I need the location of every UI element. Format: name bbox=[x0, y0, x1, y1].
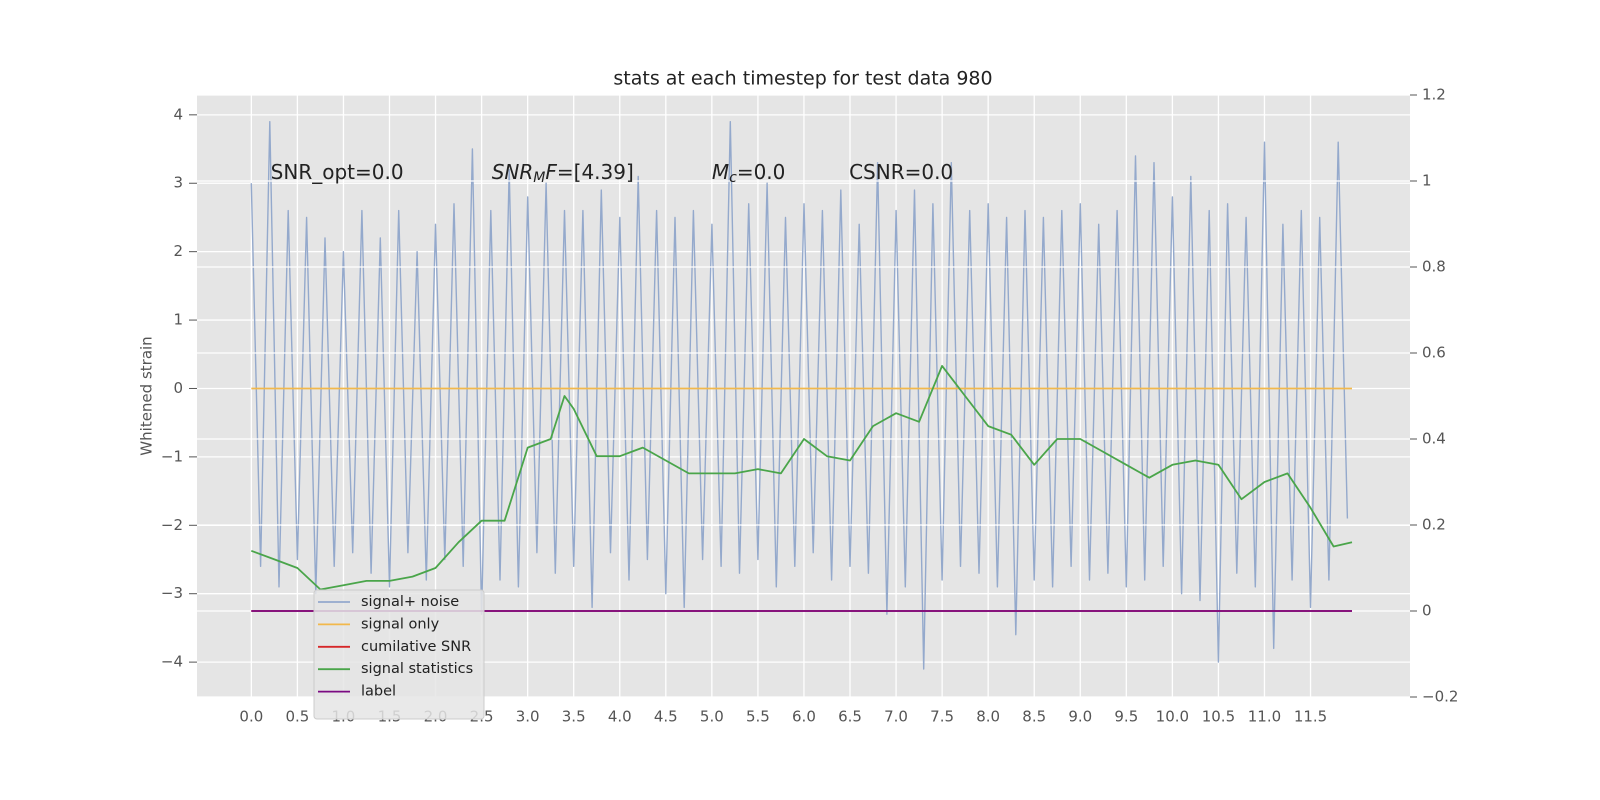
y2-tick-label: 1.2 bbox=[1422, 86, 1446, 104]
y2-tick-label: 0.2 bbox=[1422, 516, 1446, 534]
legend-label: signal+ noise bbox=[361, 594, 459, 610]
annotation-part: SNR_opt=0.0 bbox=[271, 159, 404, 183]
y-tick-label: 0 bbox=[173, 379, 183, 397]
legend-label: cumilative SNR bbox=[361, 639, 471, 655]
annotation: SNR_opt=0.0 bbox=[271, 159, 404, 183]
y-tick-label: 1 bbox=[173, 311, 183, 329]
x-tick-label: 10.5 bbox=[1202, 708, 1235, 726]
x-tick-label: 6.0 bbox=[792, 708, 816, 726]
y2-tick-label: −0.2 bbox=[1422, 688, 1458, 706]
x-tick-label: 11.0 bbox=[1248, 708, 1281, 726]
x-tick-label: 8.0 bbox=[976, 708, 1000, 726]
x-tick-label: 10.0 bbox=[1156, 708, 1189, 726]
y2-tick-label: 0.8 bbox=[1422, 258, 1446, 276]
x-tick-label: 6.5 bbox=[838, 708, 862, 726]
annotation-part: SNR bbox=[492, 159, 534, 183]
x-tick-label: 4.0 bbox=[608, 708, 632, 726]
annotation-part: =[4.39] bbox=[557, 159, 634, 183]
annotation-part: F bbox=[545, 159, 557, 183]
annotation-part: CSNR=0.0 bbox=[849, 159, 953, 183]
annotation-part: M bbox=[533, 170, 545, 186]
x-tick-label: 3.0 bbox=[516, 708, 540, 726]
y-tick-label: 4 bbox=[173, 105, 183, 123]
legend-label: signal only bbox=[361, 616, 440, 632]
x-tick-label: 8.5 bbox=[1022, 708, 1046, 726]
annotation: Mc=0.0 bbox=[712, 159, 786, 186]
legend-label: label bbox=[361, 684, 396, 700]
x-tick-label: 0.0 bbox=[239, 708, 263, 726]
legend-box bbox=[313, 589, 485, 720]
annotation-part: c bbox=[729, 170, 737, 186]
annotation: SNRMF=[4.39] bbox=[492, 159, 634, 186]
x-tick-label: 4.5 bbox=[654, 708, 678, 726]
y-tick-label: −3 bbox=[161, 584, 183, 602]
series-line bbox=[250, 121, 1349, 670]
y-tick-label: −1 bbox=[161, 447, 183, 465]
x-tick-label: 3.5 bbox=[562, 708, 586, 726]
x-tick-label: 11.5 bbox=[1294, 708, 1327, 726]
series-line bbox=[250, 365, 1353, 591]
y2-tick-label: 0.4 bbox=[1422, 430, 1446, 448]
y2-tick-label: 1 bbox=[1422, 172, 1432, 190]
chart-title: stats at each timestep for test data 980 bbox=[613, 68, 992, 90]
y-tick-label: 2 bbox=[173, 242, 183, 260]
y-axis-label: Whitened strain bbox=[138, 336, 156, 455]
y-tick-label: −4 bbox=[161, 653, 183, 671]
x-tick-label: 0.5 bbox=[285, 708, 309, 726]
y2-tick-label: 0.6 bbox=[1422, 344, 1446, 362]
x-tick-label: 7.5 bbox=[930, 708, 954, 726]
x-tick-label: 5.5 bbox=[746, 708, 770, 726]
annotation-part: M bbox=[712, 159, 729, 183]
y2-tick-label: 0 bbox=[1422, 602, 1432, 620]
x-tick-label: 9.5 bbox=[1114, 708, 1138, 726]
x-tick-label: 5.0 bbox=[700, 708, 724, 726]
x-tick-label: 9.0 bbox=[1068, 708, 1092, 726]
x-tick-label: 7.0 bbox=[884, 708, 908, 726]
y-tick-label: −2 bbox=[161, 516, 183, 534]
annotation: CSNR=0.0 bbox=[849, 159, 953, 183]
annotation-part: =0.0 bbox=[737, 159, 786, 183]
legend-label: signal statistics bbox=[361, 661, 473, 677]
y-tick-label: 3 bbox=[173, 174, 183, 192]
